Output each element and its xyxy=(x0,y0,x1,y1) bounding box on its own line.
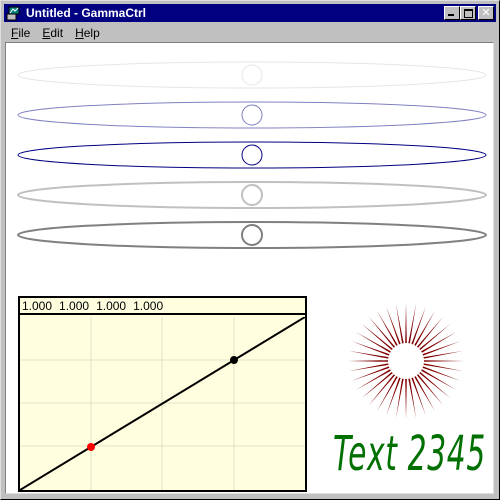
gamma-circle xyxy=(241,104,263,126)
window-title: Untitled - GammaCtrl xyxy=(26,6,147,20)
starburst-graphic xyxy=(348,303,464,419)
starburst-ray xyxy=(386,377,401,416)
starburst-ray xyxy=(348,360,389,362)
menu-help[interactable]: Help xyxy=(75,25,100,40)
gamma-ellipses xyxy=(17,61,487,249)
starburst-ray xyxy=(405,378,407,419)
starburst-ray xyxy=(411,306,426,345)
starburst-ray xyxy=(408,378,417,419)
starburst-ray xyxy=(419,323,451,351)
gamma-app-icon[interactable] xyxy=(6,5,22,21)
gamma-ellipse xyxy=(17,141,487,169)
gamma-values: 1.000 1.000 1.000 1.000 xyxy=(20,298,305,315)
starburst-ray xyxy=(411,377,426,416)
starburst-ray xyxy=(368,316,396,348)
starburst-ray xyxy=(421,369,457,390)
starburst-ray xyxy=(355,332,391,353)
gamma-value-4: 1.000 xyxy=(133,299,164,313)
sample-text: Text 2345 xyxy=(333,426,486,482)
starburst-ray xyxy=(405,303,407,344)
starburst-ray xyxy=(422,366,461,381)
minimize-button[interactable] xyxy=(444,6,460,20)
gamma-value-2: 1.000 xyxy=(59,299,90,313)
gamma-circle xyxy=(241,224,263,246)
gamma-value-3: 1.000 xyxy=(96,299,127,313)
gamma-ellipse xyxy=(17,181,487,209)
starburst-ray xyxy=(419,371,451,399)
starburst-ray xyxy=(361,371,393,399)
gamma-circle xyxy=(241,64,263,86)
starburst-ray xyxy=(423,360,464,362)
starburst-ray xyxy=(423,350,464,359)
starburst-ray xyxy=(348,350,389,359)
gamma-curve-plot[interactable] xyxy=(20,317,305,490)
starburst-ray xyxy=(423,363,464,372)
starburst-ray xyxy=(422,341,461,356)
menu-edit[interactable]: Edit xyxy=(42,25,64,40)
starburst-ray xyxy=(395,303,404,344)
starburst-ray xyxy=(351,366,390,381)
caption-buttons: ✕ xyxy=(444,6,494,20)
starburst-ray xyxy=(408,303,417,344)
starburst-ray xyxy=(416,316,444,348)
starburst-ray xyxy=(414,310,435,346)
starburst-ray xyxy=(386,306,401,345)
menu-bar: File Edit Help xyxy=(4,23,496,42)
gamma-ellipse xyxy=(17,221,487,249)
gamma-value-1: 1.000 xyxy=(22,299,53,313)
close-button[interactable]: ✕ xyxy=(478,6,494,20)
gamma-ellipse xyxy=(17,101,487,129)
starburst-ray xyxy=(355,369,391,390)
low-point-handle[interactable] xyxy=(87,443,95,451)
starburst-ray xyxy=(377,310,398,346)
gamma-control[interactable]: 1.000 1.000 1.000 1.000 xyxy=(18,296,307,492)
close-icon: ✕ xyxy=(481,6,491,19)
starburst-ray xyxy=(351,341,390,356)
gamma-curve xyxy=(20,317,305,490)
starburst-ray xyxy=(361,323,393,351)
starburst-ray xyxy=(348,363,389,372)
high-point-handle[interactable] xyxy=(230,356,238,364)
starburst-ray xyxy=(395,378,404,419)
gamma-circle xyxy=(241,184,263,206)
starburst-ray xyxy=(421,332,457,353)
menu-file[interactable]: File xyxy=(11,25,31,40)
starburst-ray xyxy=(416,374,444,406)
starburst-ray xyxy=(377,376,398,412)
gamma-circle xyxy=(241,144,263,166)
starburst-ray xyxy=(414,376,435,412)
client-area: 1.000 1.000 1.000 1.000 xyxy=(5,42,494,494)
title-bar[interactable]: Untitled - GammaCtrl ✕ xyxy=(4,4,496,22)
gamma-ellipse xyxy=(17,61,487,89)
maximize-button[interactable] xyxy=(460,6,476,20)
starburst-ray xyxy=(368,374,396,406)
